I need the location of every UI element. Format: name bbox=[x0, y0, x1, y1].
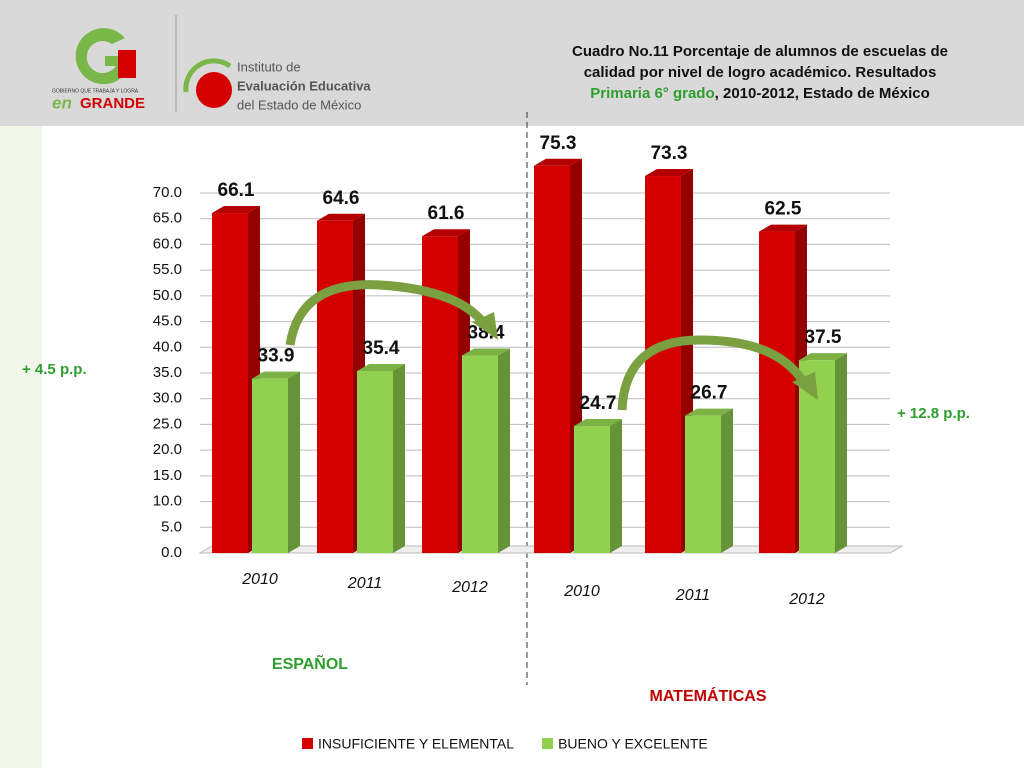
y-tick-label: 60.0 bbox=[153, 235, 182, 252]
bar bbox=[252, 378, 288, 553]
bar-side bbox=[288, 371, 300, 553]
x-tick-label: 2012 bbox=[788, 591, 825, 608]
legend-label: BUENO Y EXCELENTE bbox=[558, 736, 708, 752]
y-tick-label: 5.0 bbox=[161, 518, 182, 535]
trend-arrowhead bbox=[472, 312, 498, 340]
data-label: 73.3 bbox=[651, 143, 688, 164]
y-tick-label: 45.0 bbox=[153, 313, 182, 330]
trend-arrowhead bbox=[792, 372, 818, 400]
logo-en: en bbox=[52, 93, 72, 112]
x-tick-label: 2010 bbox=[241, 571, 278, 588]
y-tick-label: 10.0 bbox=[153, 493, 182, 510]
bar-top bbox=[252, 371, 300, 379]
bar bbox=[462, 355, 498, 553]
institute-line: Instituto de bbox=[237, 59, 301, 74]
group-label: ESPAÑOL bbox=[272, 653, 348, 673]
bar-side bbox=[835, 353, 847, 553]
logo-tagline: GOBIERNO QUE TRABAJA Y LOGRA bbox=[52, 88, 139, 94]
bar-top bbox=[462, 348, 510, 356]
bar bbox=[212, 213, 248, 554]
legend-label: INSUFICIENTE Y ELEMENTAL bbox=[318, 736, 514, 752]
y-tick-label: 40.0 bbox=[153, 338, 182, 355]
institute-mark bbox=[196, 72, 232, 108]
bar-top bbox=[574, 418, 622, 426]
x-tick-label: 2010 bbox=[563, 583, 600, 600]
data-label: 35.4 bbox=[363, 338, 400, 359]
chart-title: Cuadro No.11 Porcentaje de alumnos de es… bbox=[572, 43, 948, 60]
trend-arrow bbox=[285, 280, 489, 346]
y-tick-label: 65.0 bbox=[153, 210, 182, 227]
legend: INSUFICIENTE Y ELEMENTAL BUENO Y EXCELENT… bbox=[302, 736, 708, 752]
institute-line: Evaluación Educativa bbox=[237, 78, 371, 93]
y-tick-label: 35.0 bbox=[153, 364, 182, 381]
bar bbox=[645, 176, 681, 553]
bar-top bbox=[212, 206, 260, 214]
x-tick-label: 2012 bbox=[451, 579, 488, 596]
data-label: 26.7 bbox=[691, 383, 728, 404]
x-tick-label: 2011 bbox=[347, 575, 382, 592]
y-tick-label: 50.0 bbox=[153, 287, 182, 304]
y-tick-label: 30.0 bbox=[153, 390, 182, 407]
data-label: 24.7 bbox=[580, 393, 617, 414]
data-label: 33.9 bbox=[258, 346, 295, 367]
chart-title: calidad por nivel de logro académico. Re… bbox=[584, 64, 937, 81]
bar-top bbox=[685, 408, 733, 416]
data-label: 66.1 bbox=[218, 180, 255, 201]
data-label: 61.6 bbox=[428, 203, 465, 224]
group-label: MATEMÁTICAS bbox=[649, 686, 766, 705]
bar-top bbox=[317, 213, 365, 221]
annotation: + 12.8 p.p. bbox=[897, 405, 970, 422]
logo-grande: GRANDE bbox=[80, 95, 145, 112]
y-tick-label: 20.0 bbox=[153, 441, 182, 458]
side-decor bbox=[0, 126, 42, 768]
institute-line: del Estado de México bbox=[237, 97, 361, 112]
bar-side bbox=[721, 408, 733, 553]
bar bbox=[685, 415, 721, 553]
bar-side bbox=[610, 418, 622, 553]
logo-accent bbox=[118, 50, 136, 78]
data-label: 75.3 bbox=[540, 133, 577, 154]
logo: GOBIERNO QUE TRABAJA Y LOGRA en GRANDE I… bbox=[52, 15, 371, 112]
y-tick-label: 0.0 bbox=[161, 544, 182, 561]
chart-title: Primaria 6° grado, 2010-2012, Estado de … bbox=[590, 85, 930, 102]
title-highlight: Primaria 6° grado bbox=[590, 85, 714, 102]
bar-top bbox=[645, 169, 693, 177]
data-label: 37.5 bbox=[805, 327, 842, 348]
bar-top bbox=[422, 229, 470, 237]
logo-g bbox=[75, 28, 128, 85]
y-tick-label: 15.0 bbox=[153, 467, 182, 484]
trend-arrow bbox=[617, 335, 809, 411]
bar-top bbox=[799, 353, 847, 361]
bar-top bbox=[357, 363, 405, 371]
bar bbox=[422, 236, 458, 553]
legend-swatch bbox=[542, 738, 554, 749]
data-label: 62.5 bbox=[765, 199, 802, 220]
bar bbox=[534, 165, 570, 553]
bar-side bbox=[498, 348, 510, 553]
title-rest: , 2010-2012, Estado de México bbox=[715, 85, 930, 102]
bar-top bbox=[534, 158, 582, 166]
legend-swatch bbox=[302, 738, 313, 749]
y-tick-label: 25.0 bbox=[153, 415, 182, 432]
bar bbox=[357, 370, 393, 553]
bar bbox=[574, 425, 610, 553]
bar bbox=[317, 220, 353, 553]
bar bbox=[759, 231, 795, 554]
x-tick-label: 2011 bbox=[675, 587, 710, 604]
bar-side bbox=[393, 363, 405, 553]
header-band bbox=[0, 0, 1024, 126]
bar-top bbox=[759, 224, 807, 232]
annotation: + 4.5 p.p. bbox=[22, 361, 87, 378]
institute-arc bbox=[183, 58, 232, 93]
data-label: 64.6 bbox=[323, 188, 360, 209]
y-tick-label: 55.0 bbox=[153, 261, 182, 278]
y-tick-label: 70.0 bbox=[153, 184, 182, 201]
plot: 0.0 5.0 10.0 15.0 20.0 25.0 30.0 35.0 40.0 45.0 50… bbox=[153, 133, 904, 608]
